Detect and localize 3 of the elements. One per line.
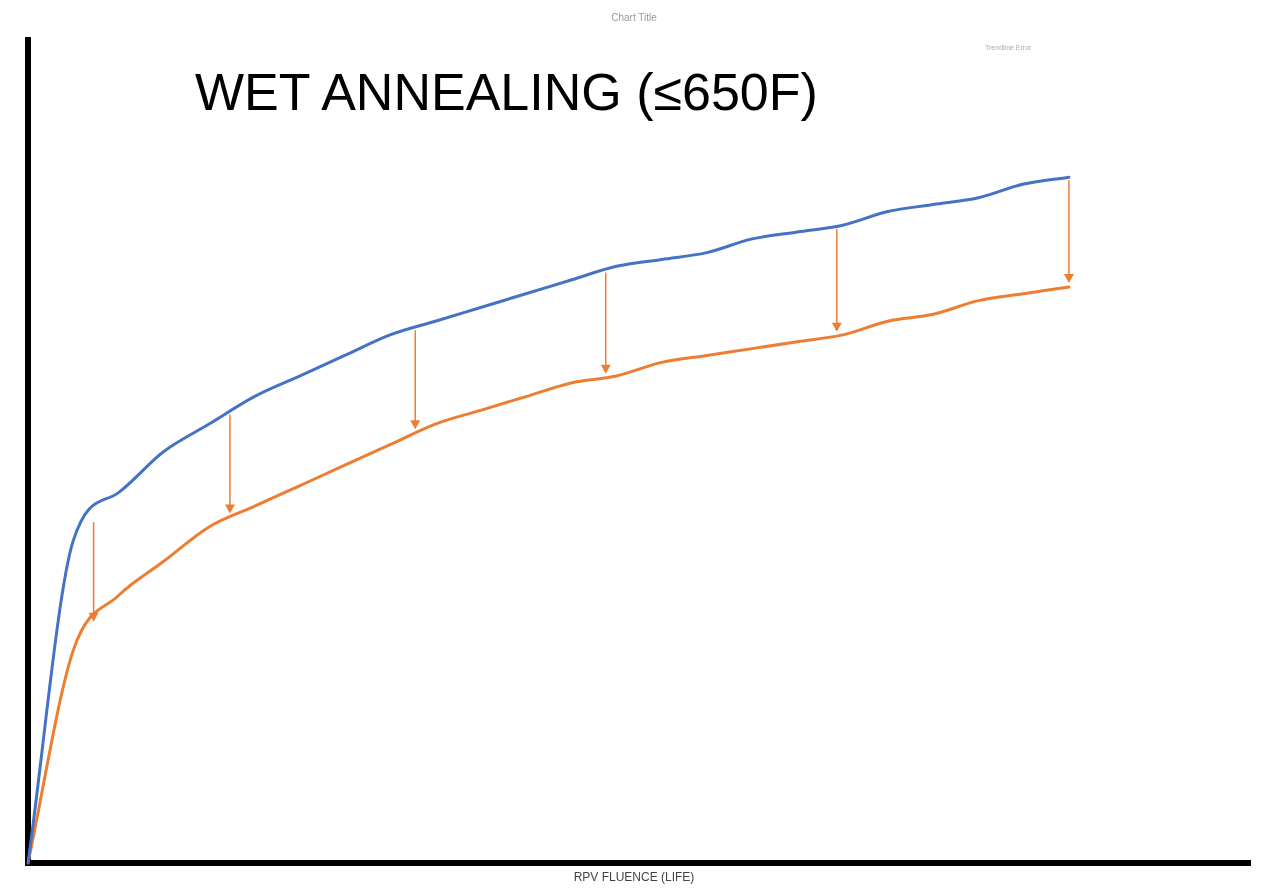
chart-title: Chart Title <box>610 12 658 23</box>
text: WET ANNEALING (≤650F) <box>195 62 818 122</box>
x-axis-title: RPV FLUENCE (LIFE) <box>572 870 696 884</box>
